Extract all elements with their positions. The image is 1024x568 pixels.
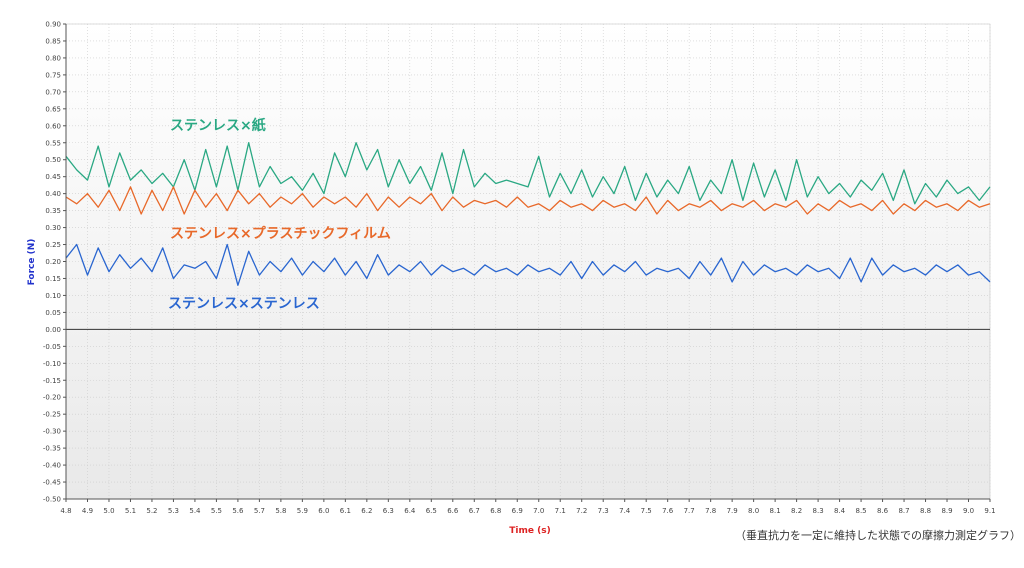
y-tick-label: 0.35	[45, 207, 61, 215]
x-tick-label: 6.9	[512, 507, 523, 515]
y-tick-label: -0.25	[43, 411, 61, 419]
y-tick-label: -0.10	[43, 360, 61, 368]
x-tick-label: 6.3	[383, 507, 394, 515]
x-tick-label: 4.9	[82, 507, 93, 515]
x-tick-label: 8.0	[748, 507, 759, 515]
series-line-2	[65, 243, 991, 286]
x-tick-label: 6.7	[469, 507, 480, 515]
x-tick-label: 4.8	[60, 507, 71, 515]
y-tick-label: -0.50	[43, 496, 61, 504]
x-tick-label: 8.6	[877, 507, 889, 515]
x-axis-label: Time (s)	[509, 526, 550, 536]
series-line-0	[65, 142, 991, 205]
x-tick-label: 6.2	[361, 507, 372, 515]
x-tick-label: 5.9	[297, 507, 308, 515]
x-tick-label: 8.2	[791, 507, 802, 515]
y-tick-label: 0.85	[45, 37, 61, 45]
y-tick-label: -0.05	[43, 343, 61, 351]
y-tick-label: 0.10	[45, 292, 61, 300]
x-tick-label: 7.6	[662, 507, 674, 515]
x-tick-label: 5.6	[232, 507, 244, 515]
x-tick-label: 8.9	[941, 507, 952, 515]
x-tick-label: 7.4	[619, 507, 631, 515]
x-tick-label: 9.1	[984, 507, 995, 515]
x-tick-label: 6.5	[426, 507, 437, 515]
x-tick-label: 5.0	[103, 507, 114, 515]
x-tick-label: 7.8	[705, 507, 716, 515]
x-tick-label: 8.1	[770, 507, 781, 515]
series-line-1	[65, 186, 991, 215]
x-tick-label: 7.1	[555, 507, 566, 515]
y-tick-label: 0.65	[45, 105, 61, 113]
y-tick-label: 0.90	[45, 21, 61, 29]
y-tick-label: 0.55	[45, 139, 61, 147]
x-tick-label: 6.4	[404, 507, 416, 515]
x-tick-label: 7.2	[576, 507, 587, 515]
x-tick-label: 5.3	[168, 507, 179, 515]
y-tick-label: 0.25	[45, 241, 61, 249]
x-tick-label: 7.0	[533, 507, 544, 515]
x-tick-label: 9.0	[963, 507, 974, 515]
y-tick-label: -0.45	[43, 479, 61, 487]
y-tick-label: 0.45	[45, 173, 61, 181]
y-tick-label: 0.00	[45, 326, 61, 334]
y-tick-label: -0.35	[43, 445, 61, 453]
y-tick-label: 0.70	[45, 88, 61, 96]
x-tick-label: 8.8	[920, 507, 931, 515]
x-tick-label: 7.5	[641, 507, 652, 515]
y-tick-label: 0.15	[45, 275, 61, 283]
x-tick-label: 7.3	[598, 507, 609, 515]
x-tick-label: 5.8	[275, 507, 286, 515]
y-tick-label: 0.75	[45, 71, 61, 79]
x-tick-label: 5.1	[125, 507, 136, 515]
x-tick-label: 8.4	[834, 507, 846, 515]
y-tick-label: -0.40	[43, 462, 61, 470]
y-tick-label: 0.05	[45, 309, 61, 317]
x-tick-label: 8.5	[855, 507, 866, 515]
x-tick-label: 7.9	[727, 507, 738, 515]
grid	[65, 23, 991, 500]
series-label-plastic: ステンレス×プラスチックフィルム	[170, 226, 391, 242]
y-tick-label: 0.20	[45, 258, 61, 266]
caption: （垂直抗力を一定に維持した状態での摩擦力測定グラフ）	[735, 529, 1021, 542]
ticks: 0.90 0.85 0.80 0.75 0.70 0.65 0.60 0.55 0.50 0.45…	[43, 21, 996, 516]
y-tick-label: 0.40	[45, 190, 61, 198]
y-axis-label: Force (N)	[27, 239, 37, 286]
x-tick-label: 5.2	[146, 507, 157, 515]
y-tick-label: 0.80	[45, 54, 61, 62]
y-tick-label: 0.30	[45, 224, 61, 232]
x-tick-label: 6.1	[340, 507, 351, 515]
y-tick-label: -0.20	[43, 394, 61, 402]
x-tick-label: 5.5	[211, 507, 222, 515]
x-tick-label: 6.0	[318, 507, 329, 515]
x-tick-label: 8.7	[898, 507, 909, 515]
y-tick-label: 0.60	[45, 122, 61, 130]
y-tick-label: -0.30	[43, 428, 61, 436]
x-tick-label: 6.8	[490, 507, 501, 515]
series-lines	[65, 142, 991, 286]
x-tick-label: 5.7	[254, 507, 265, 515]
x-tick-label: 8.3	[813, 507, 824, 515]
x-tick-label: 6.6	[447, 507, 459, 515]
x-tick-label: 7.7	[684, 507, 695, 515]
y-tick-label: -0.15	[43, 377, 61, 385]
series-label-stainless: ステンレス×ステンレス	[168, 296, 320, 312]
x-tick-label: 5.4	[189, 507, 201, 515]
y-tick-label: 0.50	[45, 156, 61, 164]
series-label-paper: ステンレス×紙	[170, 117, 266, 134]
